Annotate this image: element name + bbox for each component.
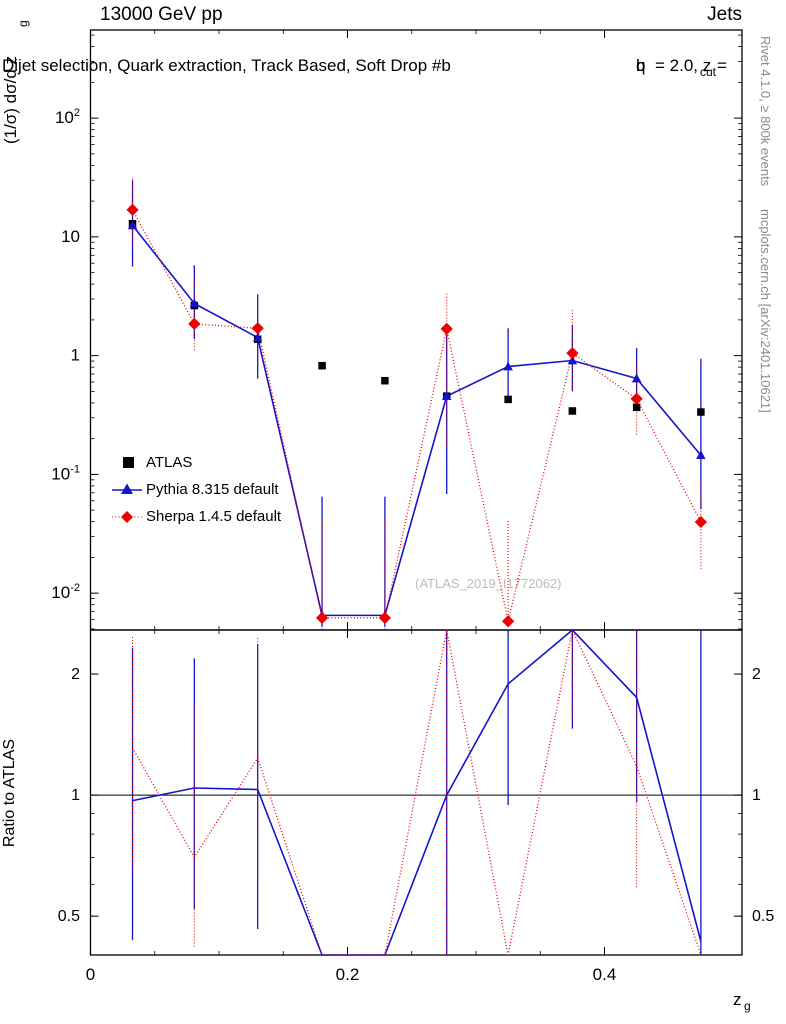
svg-text:0.4: 0.4 (593, 965, 617, 984)
svg-text:1: 1 (71, 346, 80, 365)
svg-text:g: g (16, 20, 30, 27)
svg-text:g: g (744, 999, 751, 1013)
svg-text:0.5: 0.5 (752, 908, 774, 925)
svg-text:10: 10 (61, 227, 80, 246)
svg-text:(1/σ) dσ/d z: (1/σ) dσ/d z (1, 56, 20, 144)
svg-text:Ratio to ATLAS: Ratio to ATLAS (1, 739, 18, 847)
svg-text:Sherpa 1.4.5 default: Sherpa 1.4.5 default (146, 508, 282, 525)
svg-text:mcplots.cern.ch [arXiv:2401.10: mcplots.cern.ch [arXiv:2401.10621] (758, 209, 773, 413)
svg-text:0.2: 0.2 (336, 965, 360, 984)
svg-text:(ATLAS_2019_I1772062): (ATLAS_2019_I1772062) (415, 576, 561, 591)
svg-text:Pythia 8.315 default: Pythia 8.315 default (146, 481, 279, 498)
svg-text:1: 1 (752, 787, 761, 804)
svg-text:ATLAS: ATLAS (146, 454, 192, 471)
svg-text:Jets: Jets (707, 4, 742, 25)
svg-text:=: = (717, 56, 727, 75)
svg-text:2: 2 (71, 666, 80, 683)
svg-text:Rivet 4.1.0, ≥ 800k events: Rivet 4.1.0, ≥ 800k events (758, 36, 773, 187)
svg-text:0.5: 0.5 (58, 908, 80, 925)
svg-text:0: 0 (86, 965, 95, 984)
svg-text:q: q (636, 56, 645, 75)
svg-text:Dijet selection, Quark extract: Dijet selection, Quark extraction, Track… (2, 56, 451, 75)
svg-text:2: 2 (752, 666, 761, 683)
svg-text:1: 1 (71, 787, 80, 804)
svg-text:z: z (733, 990, 742, 1009)
svg-text:13000 GeV pp: 13000 GeV pp (100, 4, 223, 25)
svg-text:cut: cut (700, 65, 717, 79)
